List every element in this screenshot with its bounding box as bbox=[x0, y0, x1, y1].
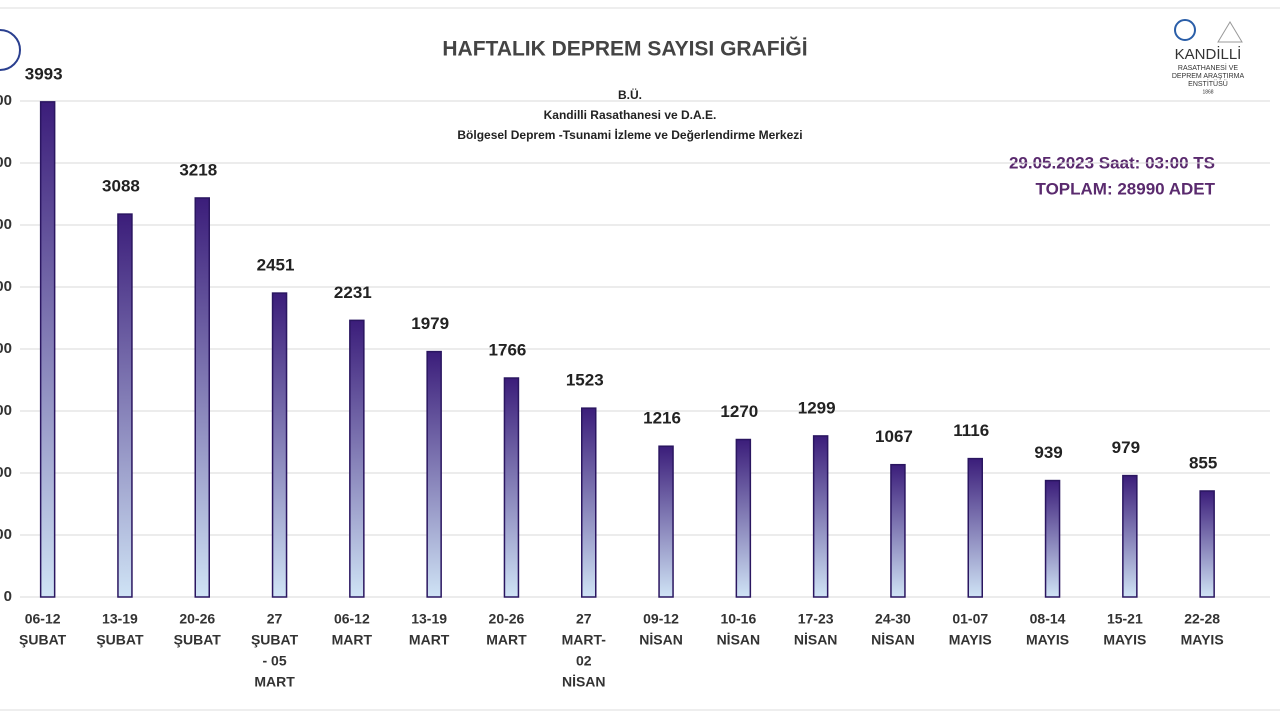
subtitle: Bölgesel Deprem -Tsunami İzleme ve Değer… bbox=[457, 127, 802, 142]
data-label: 1067 bbox=[875, 427, 913, 446]
logo-mark bbox=[1174, 19, 1196, 41]
x-tick-label: ŞUBAT bbox=[19, 632, 67, 648]
x-tick-label: 13-19 bbox=[411, 611, 447, 627]
x-tick-label: 17-23 bbox=[798, 611, 834, 627]
y-tick-label: 0 bbox=[4, 588, 12, 605]
x-tick-label: MART bbox=[254, 674, 295, 690]
x-tick-label: NİSAN bbox=[794, 632, 838, 648]
x-tick-label: 06-12 bbox=[334, 611, 370, 627]
bar bbox=[581, 407, 597, 598]
bar bbox=[1122, 474, 1138, 598]
y-tick-label: 1500 bbox=[0, 402, 12, 419]
y-tick-label: 500 bbox=[0, 526, 12, 543]
x-tick-label: NİSAN bbox=[871, 632, 915, 648]
bar bbox=[39, 101, 56, 598]
data-label: 3993 bbox=[25, 64, 63, 83]
x-tick-label: NİSAN bbox=[562, 674, 606, 690]
x-tick-label: ŞUBAT bbox=[96, 632, 144, 648]
x-tick-label: 15-21 bbox=[1107, 611, 1143, 627]
chart-title: HAFTALIK DEPREM SAYISI GRAFİĞİ bbox=[442, 37, 807, 61]
x-tick-label: 13-19 bbox=[102, 611, 138, 627]
subtitle: B.Ü. bbox=[618, 87, 642, 102]
x-tick-label: 01-07 bbox=[952, 611, 988, 627]
data-label: 1270 bbox=[720, 402, 758, 421]
data-label: 939 bbox=[1034, 443, 1062, 462]
data-label: 979 bbox=[1112, 438, 1140, 457]
logo-text: 1868 bbox=[1202, 89, 1213, 95]
data-label: 2231 bbox=[334, 283, 372, 302]
data-label: 1523 bbox=[566, 371, 604, 390]
x-tick-label: - 05 bbox=[262, 653, 286, 669]
data-label: 1979 bbox=[411, 314, 449, 333]
bar bbox=[890, 463, 906, 598]
bar bbox=[426, 350, 442, 598]
x-tick-label: 20-26 bbox=[179, 611, 215, 627]
x-tick-label: 02 bbox=[576, 653, 592, 669]
logo-text: ENSTİTÜSÜ bbox=[1188, 79, 1228, 88]
y-tick-label: 4000 bbox=[0, 92, 12, 109]
x-tick-label: 22-28 bbox=[1184, 611, 1220, 627]
x-tick-label: MAYIS bbox=[1103, 632, 1146, 648]
x-tick-label: ŞUBAT bbox=[174, 632, 222, 648]
x-tick-label: 27 bbox=[267, 611, 283, 627]
x-tick-label: 27 bbox=[576, 611, 592, 627]
y-tick-label: 3000 bbox=[0, 216, 12, 233]
x-tick-label: 24-30 bbox=[875, 611, 911, 627]
logo-text: RASATHANESİ VE bbox=[1178, 63, 1238, 72]
x-tick-label: MAYIS bbox=[949, 632, 992, 648]
y-tick-label: 2000 bbox=[0, 340, 12, 357]
x-tick-label: MART bbox=[332, 632, 373, 648]
data-label: 1216 bbox=[643, 409, 681, 428]
bar bbox=[271, 292, 288, 598]
x-tick-label: 09-12 bbox=[643, 611, 679, 627]
bar bbox=[117, 213, 133, 598]
bar bbox=[735, 438, 752, 598]
data-label: 855 bbox=[1189, 453, 1217, 472]
data-label: 1299 bbox=[798, 398, 836, 417]
x-tick-label: NİSAN bbox=[717, 632, 761, 648]
x-tick-label: MAYIS bbox=[1181, 632, 1224, 648]
logo-mark bbox=[1217, 21, 1243, 43]
x-tick-label: 06-12 bbox=[25, 611, 61, 627]
subtitle: Kandilli Rasathanesi ve D.A.E. bbox=[544, 108, 717, 122]
bar bbox=[349, 319, 365, 598]
annotation: TOPLAM: 28990 ADET bbox=[1036, 179, 1216, 198]
bar bbox=[1044, 479, 1061, 598]
x-tick-label: 08-14 bbox=[1030, 611, 1066, 627]
data-label: 1116 bbox=[953, 421, 989, 440]
logo-text: DEPREM ARAŞTIRMA bbox=[1172, 73, 1245, 80]
data-label: 1766 bbox=[489, 341, 527, 360]
bar bbox=[194, 197, 210, 598]
bar bbox=[1199, 490, 1215, 598]
x-tick-label: ŞUBAT bbox=[251, 632, 299, 648]
data-label: 2451 bbox=[257, 256, 295, 275]
kandilli-logo: KANDİLLİ RASATHANESİ VE DEPREM ARAŞTIRMA… bbox=[1172, 19, 1245, 95]
x-tick-label: MART bbox=[486, 632, 527, 648]
x-tick-label: MART bbox=[409, 632, 450, 648]
bar bbox=[812, 435, 829, 598]
y-tick-label: 3500 bbox=[0, 154, 12, 171]
bar bbox=[658, 445, 674, 598]
x-tick-label: MART- bbox=[562, 632, 607, 648]
x-tick-label: MAYIS bbox=[1026, 632, 1069, 648]
bar bbox=[503, 377, 520, 598]
x-tick-label: 20-26 bbox=[489, 611, 525, 627]
x-tick-label: 10-16 bbox=[720, 611, 756, 627]
data-label: 3088 bbox=[102, 177, 140, 196]
x-tick-label: NİSAN bbox=[639, 632, 683, 648]
logo-text: KANDİLLİ bbox=[1175, 45, 1242, 63]
data-label: 3218 bbox=[179, 160, 217, 179]
y-tick-label: 2500 bbox=[0, 278, 12, 295]
left-logo bbox=[0, 29, 21, 71]
y-tick-label: 1000 bbox=[0, 464, 12, 481]
bar bbox=[967, 457, 983, 598]
